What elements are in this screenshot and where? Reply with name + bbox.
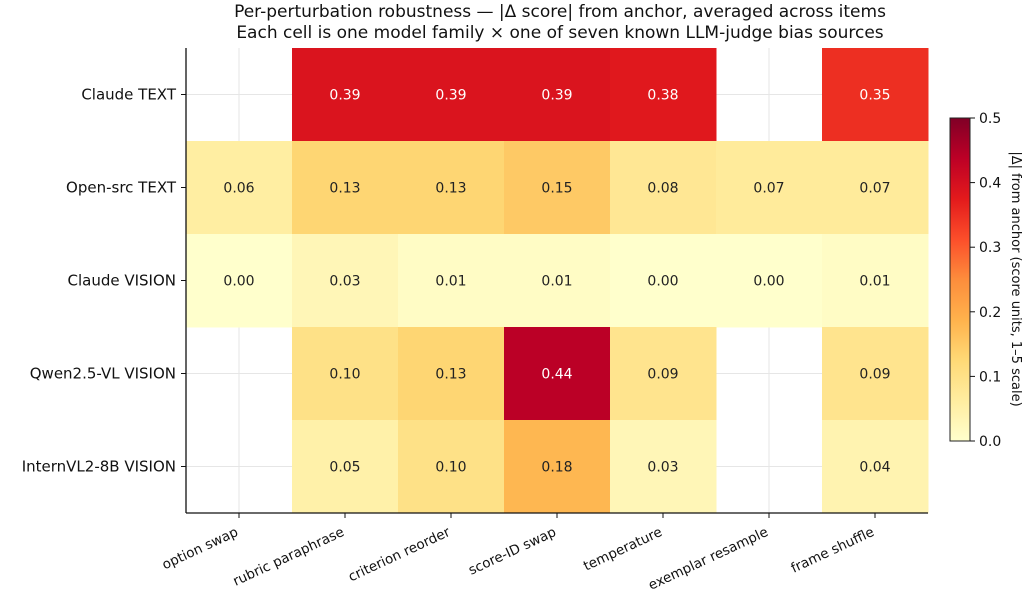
axes <box>181 48 928 518</box>
heatmap-cell <box>398 234 505 328</box>
colorbar-tick-label: 0.4 <box>979 176 1001 192</box>
heatmap-cell <box>504 420 611 514</box>
cell-value-label: 0.03 <box>647 460 678 476</box>
chart-subtitle: Each cell is one model family × one of s… <box>236 23 883 43</box>
cell-value-label: 0.05 <box>329 460 360 476</box>
chart-title: Per-perturbation robustness — |Δ score| … <box>234 2 886 22</box>
heatmap-cell <box>186 234 293 328</box>
y-tick-label: Qwen2.5-VL VISION <box>30 365 176 383</box>
x-tick-label: exemplar resample <box>646 524 771 594</box>
cell-value-label: 0.01 <box>859 274 890 290</box>
heatmap-cell <box>292 48 399 142</box>
y-tick-label: Open-src TEXT <box>66 179 177 197</box>
heatmap-cell <box>398 141 505 235</box>
heatmap-cell <box>822 327 929 421</box>
cell-value-label: 0.07 <box>753 181 784 197</box>
heatmap-cell <box>292 327 399 421</box>
cell-value-label: 0.00 <box>223 274 254 290</box>
heatmap-cell <box>504 234 611 328</box>
heatmap-cell <box>822 420 929 514</box>
cell-value-label: 0.09 <box>647 367 678 383</box>
y-tick-labels: Claude TEXT Open-src TEXT Claude VISION Qwe… <box>22 86 177 476</box>
cell-value-label: 0.13 <box>435 181 466 197</box>
heatmap-cell <box>292 234 399 328</box>
heatmap-cell <box>822 234 929 328</box>
heatmap-cells <box>186 48 929 514</box>
heatmap-cell <box>610 327 717 421</box>
cell-value-label: 0.39 <box>541 88 572 104</box>
x-tick-label: rubric paraphrase <box>231 524 347 589</box>
heatmap-cell <box>398 48 505 142</box>
y-tick-label: Claude TEXT <box>81 86 177 104</box>
heatmap-cell <box>398 420 505 514</box>
cell-value-label: 0.01 <box>541 274 572 290</box>
cell-value-label: 0.00 <box>753 274 784 290</box>
colorbar: 0.0 0.1 0.2 0.3 0.4 0.5 |Δ| from anchor (scor… <box>949 111 1023 450</box>
heatmap-cell <box>822 48 929 142</box>
colorbar-tick-label: 0.1 <box>979 369 1001 385</box>
cell-value-label: 0.03 <box>329 274 360 290</box>
heatmap-cell <box>504 141 611 235</box>
x-tick-label: score-ID swap <box>466 524 559 579</box>
heatmap-cell <box>610 141 717 235</box>
heatmap-cell <box>716 141 823 235</box>
cell-value-label: 0.07 <box>859 181 890 197</box>
colorbar-ticks: 0.0 0.1 0.2 0.3 0.4 0.5 <box>970 111 1001 450</box>
cell-value-label: 0.04 <box>859 460 890 476</box>
x-tick-label: temperature <box>581 524 665 574</box>
heatmap-cell <box>186 141 293 235</box>
cell-value-label: 0.35 <box>859 88 890 104</box>
heatmap-cell <box>504 48 611 142</box>
cell-value-label: 0.44 <box>541 367 572 383</box>
colorbar-gradient <box>949 117 971 442</box>
x-tick-label: option swap <box>160 524 241 573</box>
cell-value-label: 0.06 <box>223 181 254 197</box>
cell-value-label: 0.39 <box>435 88 466 104</box>
x-tick-label: criterion reorder <box>346 524 453 585</box>
cell-value-label: 0.18 <box>541 460 572 476</box>
heatmap-cell <box>292 141 399 235</box>
cell-value-label: 0.10 <box>435 460 466 476</box>
cell-value-labels: 0.39 0.39 0.39 0.38 0.35 0.06 0.13 0.13 0.15 0.08… <box>223 88 890 476</box>
heatmap-cell <box>292 420 399 514</box>
colorbar-tick-label: 0.2 <box>979 305 1001 321</box>
cell-value-label: 0.08 <box>647 181 678 197</box>
colorbar-label: |Δ| from anchor (score units, 1–5 scale) <box>1008 151 1023 406</box>
heatmap-cell <box>822 141 929 235</box>
heatmap-cell <box>610 234 717 328</box>
heatmap-cell <box>610 420 717 514</box>
heatmap-cell <box>504 327 611 421</box>
cell-value-label: 0.15 <box>541 181 572 197</box>
cell-value-label: 0.13 <box>435 367 466 383</box>
y-tick-label: Claude VISION <box>67 272 176 290</box>
colorbar-tick-label: 0.0 <box>979 434 1001 450</box>
cell-value-label: 0.09 <box>859 367 890 383</box>
cell-value-label: 0.39 <box>329 88 360 104</box>
x-tick-label: frame shuffle <box>789 524 877 576</box>
cell-value-label: 0.38 <box>647 88 678 104</box>
colorbar-tick-label: 0.3 <box>979 240 1001 256</box>
cell-value-label: 0.10 <box>329 367 360 383</box>
cell-value-label: 0.01 <box>435 274 466 290</box>
cell-value-label: 0.00 <box>647 274 678 290</box>
heatmap-cell <box>716 234 823 328</box>
heatmap-cell <box>398 327 505 421</box>
y-tick-label: InternVL2-8B VISION <box>22 458 176 476</box>
cell-value-label: 0.13 <box>329 181 360 197</box>
colorbar-tick-label: 0.5 <box>979 111 1001 127</box>
heatmap-cell <box>610 48 717 142</box>
